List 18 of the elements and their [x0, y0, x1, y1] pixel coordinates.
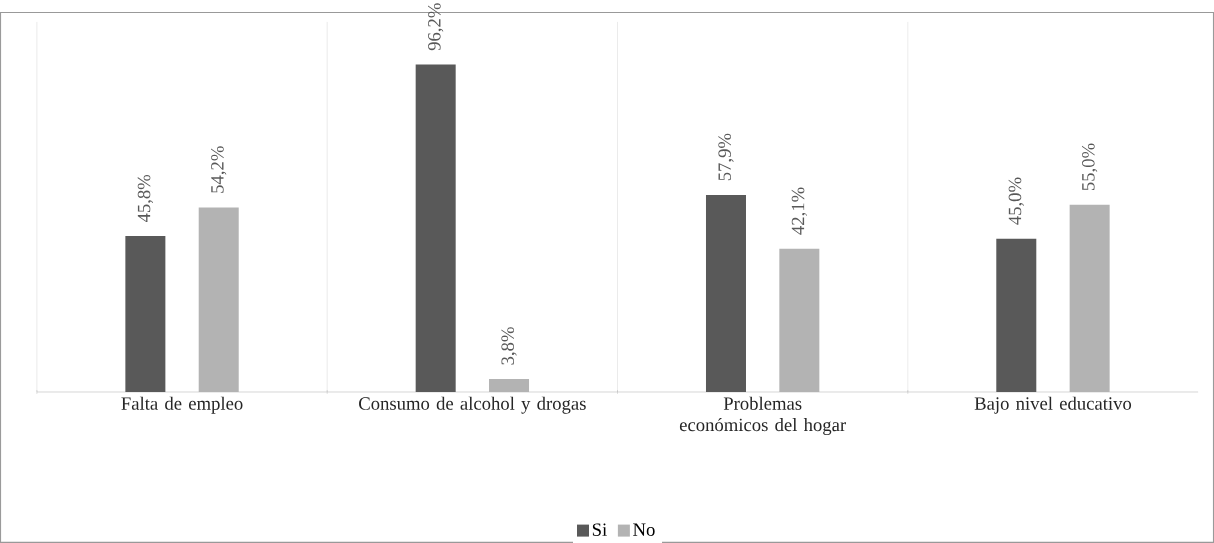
bar — [705, 194, 746, 392]
bar — [415, 64, 456, 392]
data-label: 45,0% — [1008, 177, 1024, 225]
data-label: 55,0% — [1081, 143, 1098, 191]
x-tick-label: Consumo de alcohol y drogas — [359, 396, 586, 414]
x-tick-label: Bajo nivel educativo — [974, 396, 1132, 414]
data-label: 57,9% — [718, 133, 734, 181]
bar — [125, 236, 166, 392]
x-tick-label: Falta de empleo — [121, 396, 243, 414]
data-label: 45,8% — [137, 174, 154, 223]
data-label: 54,2% — [211, 146, 227, 193]
legend-label: Si — [592, 523, 607, 536]
legend-label: No — [633, 523, 655, 536]
x-tick-label: Problemas económicos del hogar — [679, 396, 846, 435]
data-label: 42,1% — [791, 187, 807, 235]
data-label: 96,2% — [428, 3, 444, 51]
bar — [996, 238, 1037, 392]
data-label: 3,8% — [501, 327, 517, 365]
